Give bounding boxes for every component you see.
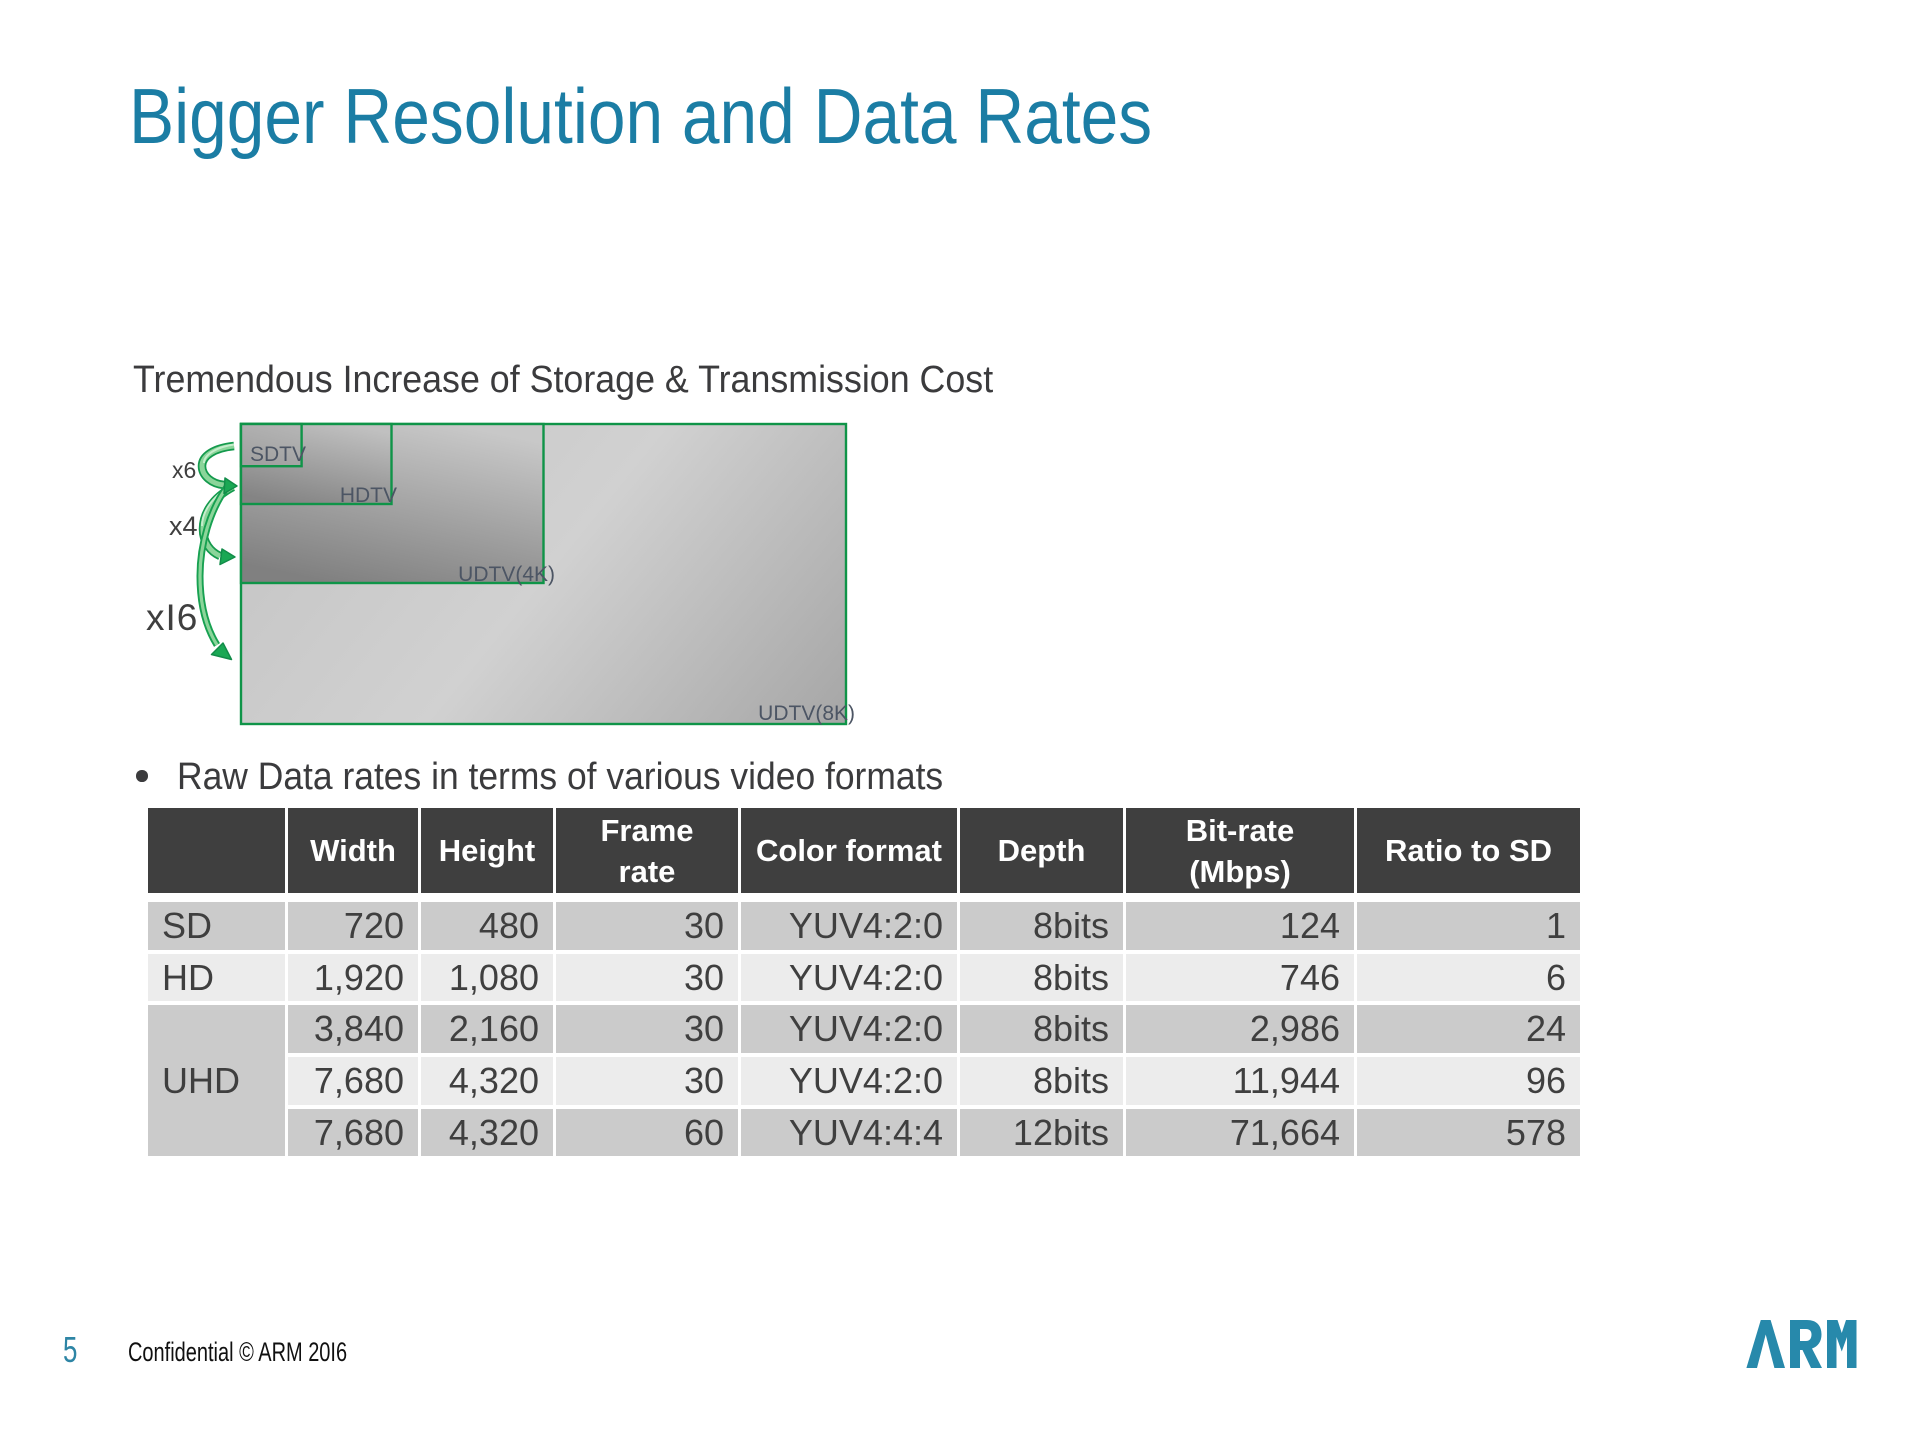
svg-text:SDTV: SDTV [250, 443, 306, 466]
svg-text:xI6: xI6 [146, 597, 198, 638]
svg-text:x4: x4 [169, 511, 198, 541]
svg-text:HDTV: HDTV [340, 484, 397, 507]
svg-text:x6: x6 [172, 457, 196, 483]
svg-text:UDTV(4K): UDTV(4K) [458, 563, 555, 586]
svg-text:UDTV(8K): UDTV(8K) [758, 702, 855, 725]
